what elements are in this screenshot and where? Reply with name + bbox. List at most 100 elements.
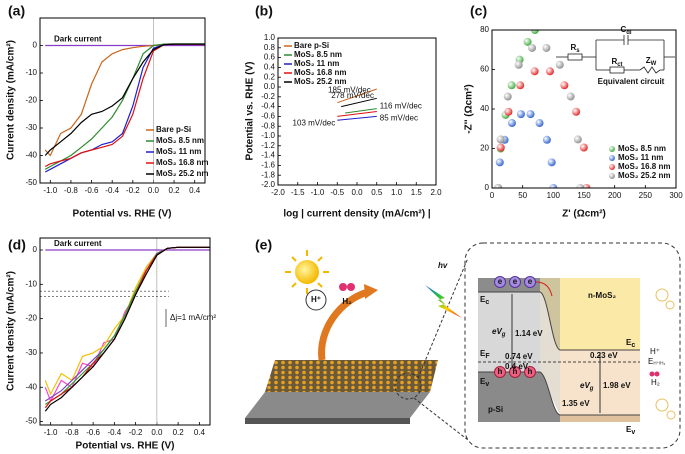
data-point	[516, 81, 525, 90]
inline-label: Dark current	[54, 35, 102, 44]
data-point	[530, 67, 539, 76]
data-point	[523, 37, 532, 46]
panel-label: (d)	[8, 237, 26, 253]
slope-label: 103 mV/dec	[293, 119, 336, 128]
x-tick-label: -1.0	[311, 188, 325, 197]
x-tick-label: 1.5	[411, 188, 423, 197]
x-tick-label: -0.8	[64, 186, 78, 195]
band-value: 1.35 eV	[562, 399, 590, 408]
band-value: 0.4 eV	[505, 362, 529, 371]
redox-label: EH⁺/H₂	[648, 357, 665, 366]
band-diagram	[464, 242, 681, 449]
y-tick-label: -30	[25, 123, 37, 132]
x-tick-label: 150	[577, 191, 591, 200]
circuit-caption: Equivalent circuit	[598, 77, 665, 86]
legend-label: MoS₂ 8.5 nm	[294, 50, 342, 59]
axes-frame	[39, 237, 211, 426]
series-line	[44, 246, 210, 402]
x-axis-label: log | current density (mA/cm²) |	[283, 209, 430, 220]
redox-label: H⁺	[650, 347, 660, 356]
redox-label: H₂	[651, 378, 660, 387]
proton-label: H⁺	[311, 295, 321, 304]
band-value: 0.23 eV	[590, 351, 618, 360]
y-tick-label: 0	[485, 183, 490, 192]
x-axis-label: Potential vs. RHE (V)	[73, 209, 172, 220]
x-tick-label: 0.0	[351, 188, 363, 197]
y-tick-label: 0.8	[264, 43, 276, 52]
y-tick-label: -0.6	[261, 112, 275, 121]
band-label: Ev	[480, 377, 489, 388]
circuit-inset	[556, 35, 675, 74]
panel-label: (a)	[8, 3, 25, 19]
y-axis-label: Current density (mA/cm²)	[6, 271, 17, 391]
y-tick-label: 0.2	[264, 72, 276, 81]
x-tick-label: 0.0	[148, 186, 160, 195]
panel-label: (c)	[470, 3, 487, 19]
annotation: Δj=1 mA/cm²	[170, 313, 216, 322]
y-tick-label: -40	[25, 382, 37, 391]
proton-icon	[305, 289, 327, 311]
data-point	[530, 30, 539, 34]
x-tick-label: 50	[518, 191, 527, 200]
y-tick-label: -1.2	[261, 141, 275, 150]
x-tick-label: -0.2	[126, 186, 140, 195]
hole: h	[528, 367, 533, 376]
reaction-arrow-head	[364, 284, 378, 299]
electrode	[245, 257, 469, 441]
data-point	[579, 143, 588, 152]
slope-label: 116 mV/dec	[380, 102, 422, 111]
band-label: eVg	[492, 327, 506, 337]
circuit-label: Rct	[611, 57, 622, 67]
data-point	[535, 119, 544, 128]
hydrogen-atom	[339, 283, 347, 291]
y-axis-label: -Z'' (Ωcm²)	[464, 84, 475, 133]
x-tick-label: -0.2	[129, 428, 143, 437]
x-tick-label: -1.5	[291, 188, 305, 197]
x-tick-label: -1.0	[44, 428, 58, 437]
band-label: Ec	[626, 338, 635, 349]
y-tick-label: -1.8	[261, 170, 275, 179]
data-point	[573, 135, 582, 144]
legend-label: MoS₂ 25.2 nm	[294, 77, 346, 86]
y-tick-label: -0.4	[261, 102, 275, 111]
legend-label: MoS₂ 16.8 nm	[618, 162, 670, 171]
data-point	[504, 107, 513, 116]
hydrogen-atom	[347, 283, 355, 291]
plot-area	[44, 43, 205, 173]
axes-frame	[491, 29, 677, 189]
circuit-label: Rs	[570, 43, 580, 53]
data-point	[547, 158, 556, 167]
series-line	[44, 246, 210, 405]
x-tick-label: 0	[490, 191, 495, 200]
y-tick-label: -50	[25, 417, 37, 426]
data-point	[582, 184, 591, 188]
data-point	[495, 158, 504, 167]
legend-label: Bare p-Si	[156, 125, 191, 134]
y-tick-label: -40	[25, 151, 37, 160]
y-tick-label: -30	[25, 348, 37, 357]
band-value: 1.14 eV	[515, 329, 543, 338]
slope-label: 278 mV/dec	[331, 91, 374, 100]
band-label: Ev	[626, 425, 635, 436]
slope-label: 185 mV/dec	[328, 85, 371, 94]
x-tick-label: -0.4	[105, 186, 119, 195]
data-point	[507, 119, 516, 128]
x-tick-label: 250	[639, 191, 653, 200]
data-point	[549, 184, 558, 188]
data-point	[572, 107, 581, 116]
y-tick-label: -10	[25, 279, 37, 288]
x-tick-label: 0.0	[151, 428, 163, 437]
x-tick-label: 0.2	[169, 186, 181, 195]
x-tick-label: -0.4	[107, 428, 121, 437]
y-axis-label: Current density (mA/cm²)	[6, 40, 17, 160]
plot-area	[494, 30, 591, 188]
series-line	[341, 97, 377, 108]
y-tick-label: -20	[25, 96, 37, 105]
y-tick-label: -1.0	[261, 131, 275, 140]
y-tick-label: 60	[480, 65, 489, 74]
y-axis-label: Potential vs. RHE (V)	[245, 62, 256, 161]
data-point	[560, 81, 569, 90]
plot-area	[40, 246, 210, 412]
data-point	[496, 135, 505, 144]
data-point	[545, 67, 554, 76]
